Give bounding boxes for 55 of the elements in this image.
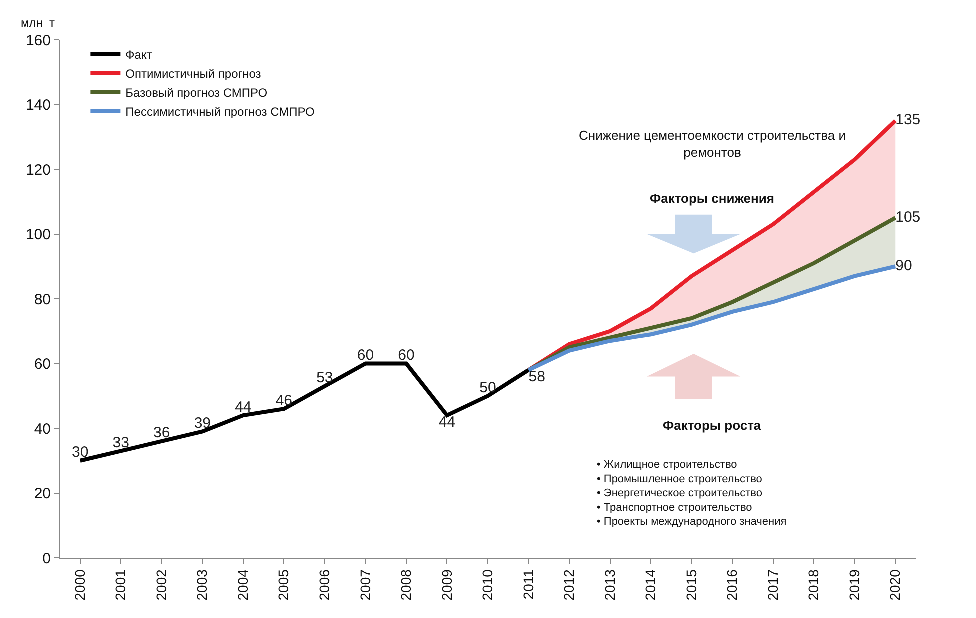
y-tick-label: 160: [26, 32, 51, 50]
x-tick-label: 2010: [480, 569, 496, 601]
legend-label: Базовый прогноз СМПРО: [126, 86, 268, 100]
x-tick-label: 2007: [357, 569, 374, 601]
annotation: Факторы роста: [663, 418, 762, 433]
data-label: 90: [896, 257, 912, 274]
x-tick-label: 2018: [806, 569, 822, 601]
x-tick-label: 2003: [194, 569, 210, 601]
legend-label: Оптимистичный прогноз: [126, 67, 262, 82]
data-label: 58: [528, 368, 546, 386]
x-tick-label: 2020: [887, 569, 904, 601]
x-tick-label: 2016: [724, 569, 740, 601]
x-tick-label: 2019: [846, 569, 862, 601]
data-label: 46: [276, 392, 293, 410]
y-axis-title: млн т: [21, 16, 56, 30]
data-label: 135: [896, 112, 921, 129]
x-tick-label: 2008: [398, 569, 414, 601]
x-tick-label: 2014: [642, 569, 659, 601]
x-tick-label: 2000: [72, 569, 88, 601]
x-tick-label: 2005: [276, 569, 292, 601]
data-label: 36: [154, 424, 170, 442]
y-tick-label: 80: [34, 291, 51, 308]
data-label: 60: [357, 347, 374, 364]
x-tick-label: 2012: [561, 569, 578, 601]
x-tick-label: 2009: [438, 569, 455, 601]
data-label: 44: [438, 414, 456, 431]
legend-label: Факт: [126, 48, 153, 62]
line-series: [526, 264, 898, 372]
annotation: • Жилищное строительство • Промышленное строительство • Энергетическое строительство • Транспортное строительство • Проекты международного значения: [597, 459, 787, 528]
data-label: 44: [235, 398, 252, 416]
x-tick-label: 2017: [764, 569, 781, 601]
y-tick-label: 120: [26, 162, 51, 179]
data-label: 50: [480, 379, 496, 396]
x-tick-label: 2006: [316, 569, 332, 601]
annotation: Снижение цементоемкости строительства и ремонтов: [579, 128, 846, 160]
legend-label: Пессимистичный прогноз СМПРО: [126, 105, 315, 120]
y-tick-label: 20: [34, 486, 51, 502]
data-label: 60: [398, 347, 415, 364]
data-label: 33: [112, 434, 130, 452]
x-tick-label: 2015: [683, 569, 700, 601]
x-tick-label: 2011: [520, 569, 536, 600]
y-tick-label: 0: [42, 550, 51, 568]
y-tick-label: 40: [34, 420, 51, 438]
y-tick-label: 60: [34, 356, 51, 373]
data-label: 30: [72, 444, 89, 462]
x-tick-label: 2013: [602, 569, 618, 601]
data-label: 39: [194, 414, 212, 432]
y-tick-label: 140: [26, 97, 51, 114]
x-tick-label: 2002: [153, 569, 170, 601]
data-label: 53: [316, 370, 334, 387]
data-label: 105: [896, 208, 921, 226]
y-tick-label: 100: [26, 226, 51, 244]
annotation: Факторы снижения: [650, 191, 774, 206]
x-tick-label: 2001: [112, 569, 129, 601]
x-tick-label: 2004: [234, 569, 251, 601]
